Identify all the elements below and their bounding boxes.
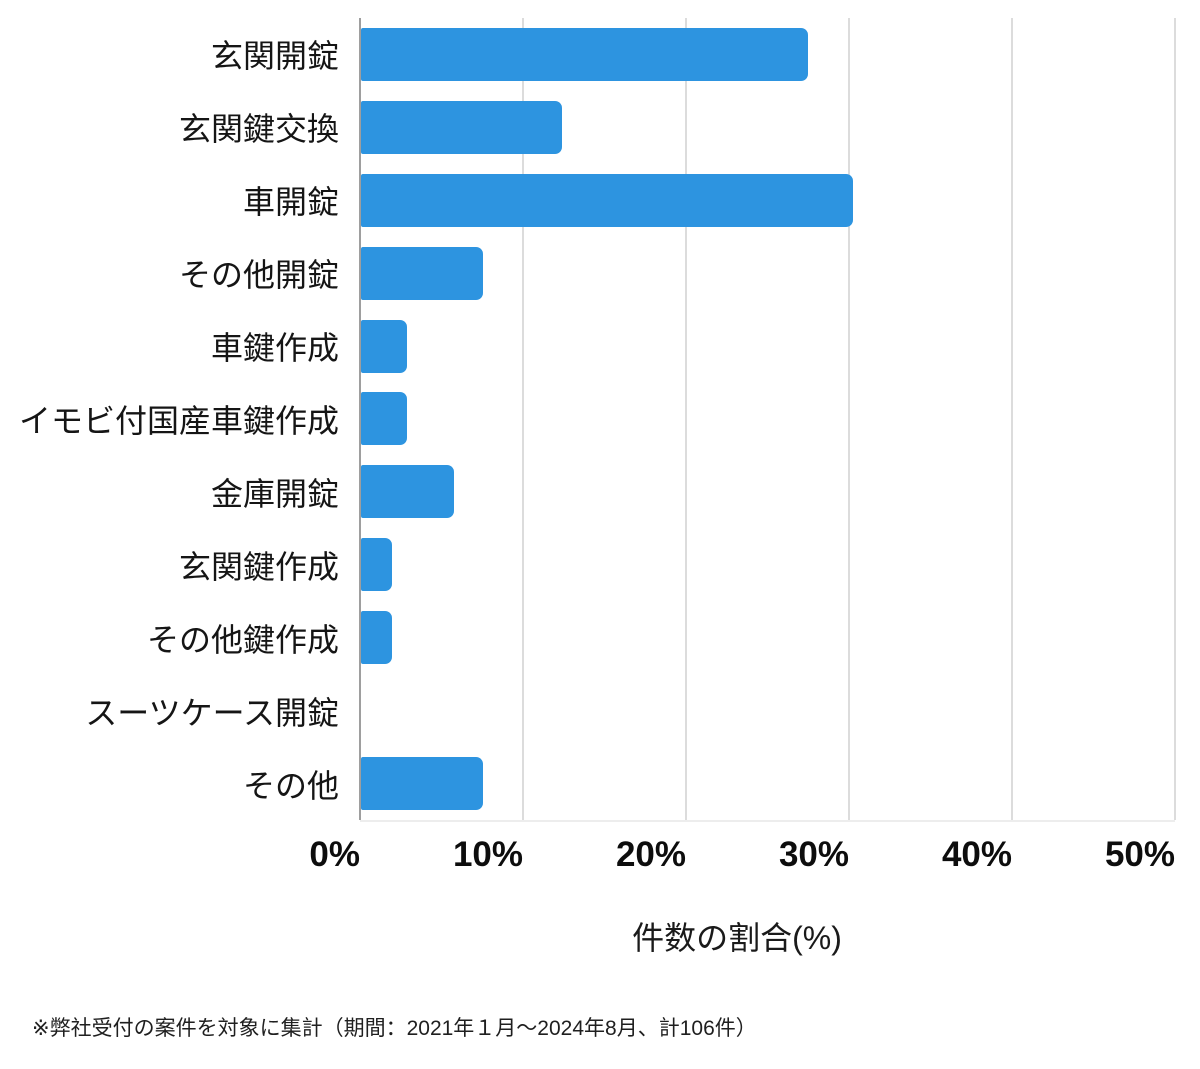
bar-row [360,237,1175,310]
bar-row [360,164,1175,237]
x-axis-ticks: 0% 10% 20% 30% 40% 50% [309,835,1175,881]
x-tick-label: 10% [452,835,523,874]
bar [361,392,407,446]
bar-row [360,601,1175,674]
x-tick-label: 20% [615,835,686,874]
category-label: 車開錠 [242,184,339,221]
gridline [1174,18,1176,820]
y-axis-labels: 玄関開錠 玄関鍵交換 車開錠 その他開錠 車鍵作成 イモビ付国産車鍵作成 金庫開… [0,18,350,820]
category-label: 車鍵作成 [210,330,339,367]
bar-row [360,528,1175,601]
category-label: 玄関開錠 [210,38,339,75]
category-label: イモビ付国産車鍵作成 [18,402,339,439]
bar-row [360,455,1175,528]
bar [361,27,808,81]
category-label: その他鍵作成 [146,621,339,658]
bar-row [360,747,1175,820]
plot-area [359,18,1176,822]
category-label: 玄関鍵交換 [178,111,339,148]
gridline [848,18,850,820]
bar [361,319,407,373]
bar [361,538,392,592]
footnote: ※弊社受付の案件を対象に集計（期間：2021年１月～2024年8月、計106件） [32,1017,757,1040]
bar [361,611,392,665]
category-label: その他開錠 [178,257,339,294]
category-label: スーツケース開錠 [85,694,339,731]
bar-row [360,91,1175,164]
gridline-group [359,18,1176,820]
x-tick-label: 50% [1104,835,1175,874]
gridline [1011,18,1013,820]
x-tick-label: 30% [778,835,849,874]
bar [361,757,484,811]
category-label: 玄関鍵作成 [178,548,339,585]
gridline [522,18,524,820]
bar-row [360,310,1175,383]
x-tick-label: 0% [309,835,360,874]
x-axis-title: 件数の割合(%) [632,920,842,956]
bar-row [360,383,1175,456]
bar [361,246,484,300]
y-axis-line [359,18,361,820]
bar-row [360,674,1175,747]
bar [361,465,454,519]
gridline [685,18,687,820]
category-label: 金庫開錠 [210,475,339,512]
bar [361,100,562,154]
bar-row [360,18,1175,91]
category-label: その他 [242,767,339,804]
x-tick-label: 40% [941,835,1012,874]
bar [361,173,854,227]
